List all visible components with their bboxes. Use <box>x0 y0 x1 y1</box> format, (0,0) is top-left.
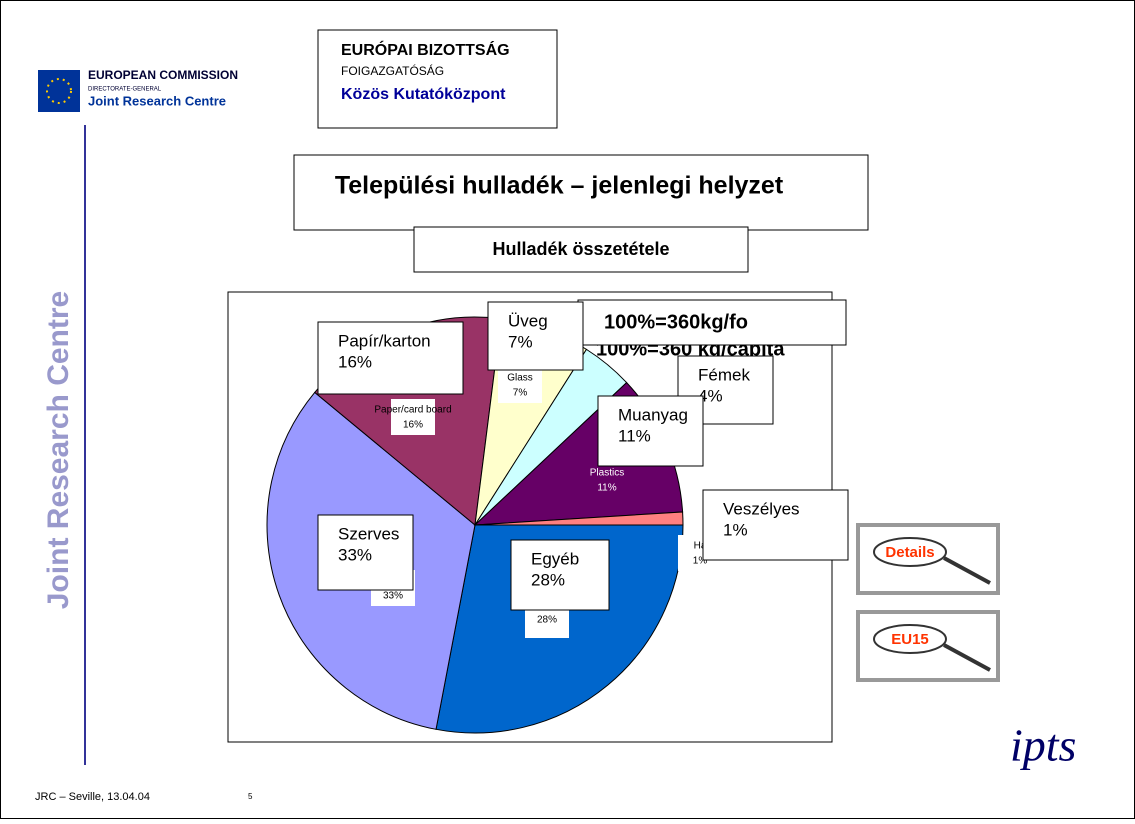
chart-title: Települési hulladék – jelenlegi helyzet <box>335 172 784 200</box>
category-value: 7% <box>508 332 533 351</box>
magnifier-lens[interactable] <box>873 537 947 567</box>
inner-label: Paper/card board 16% <box>374 399 452 435</box>
title-box <box>293 154 869 231</box>
category-name: Üveg <box>508 311 548 330</box>
total-label: 100%=360kg/fo <box>604 311 748 333</box>
ec-dg: DIRECTORATE-GENERAL <box>88 87 162 93</box>
category-name: Egyéb <box>531 549 579 568</box>
button-label[interactable]: Details <box>885 544 934 561</box>
category-box-bg <box>317 514 414 591</box>
eu-flag <box>38 70 80 112</box>
button[interactable]: Details <box>856 523 1000 595</box>
magnifier-handle[interactable] <box>943 556 991 585</box>
inner-label-name: Paper/card board <box>374 405 451 416</box>
category-name: Papír/karton <box>338 331 431 350</box>
inner-label-value: 11% <box>597 483 616 494</box>
inner-label-bg <box>498 367 542 403</box>
side-text: Joint Research Centre <box>42 291 75 609</box>
category-box: Veszélyes 1% <box>702 489 849 561</box>
hu-dg: FOIGAZGATÓSÁG <box>341 63 444 78</box>
ec-name: EUROPEAN COMMISSION <box>88 68 238 82</box>
category-value: 16% <box>338 352 372 371</box>
inner-label-value: 1% <box>693 556 708 567</box>
ec-jrc: Joint Research Centre <box>88 93 226 108</box>
button-frame[interactable] <box>856 610 1000 682</box>
category-box: Egyéb 28% <box>510 539 610 611</box>
inner-label-value: 7% <box>513 388 528 399</box>
category-value: 1% <box>723 520 748 539</box>
hu-name: EURÓPAI BIZOTTSÁG <box>341 40 510 59</box>
eu-stars <box>46 78 72 104</box>
ipts-logo: ipts <box>1010 720 1076 771</box>
button-label[interactable]: EU15 <box>891 631 929 648</box>
category-box-bg <box>317 321 464 395</box>
inner-label: Plastics 11% <box>590 468 624 494</box>
footer-place-date: JRC – Seville, 13.04.04 <box>35 791 150 803</box>
magnifier-handle[interactable] <box>943 643 991 672</box>
magnifier-lens[interactable] <box>873 624 947 654</box>
inner-label-value: 28% <box>537 615 557 626</box>
category-box-bg <box>597 395 704 467</box>
inner-label-value: 16% <box>403 420 423 431</box>
button-frame[interactable] <box>856 523 1000 595</box>
hu-jrc: Közös Kutatóközpont <box>341 86 506 103</box>
inner-label: Glass 7% <box>498 367 542 403</box>
inner-label-bg <box>391 399 435 435</box>
inner-label-name: Glass <box>507 373 533 384</box>
footer-page: 5 <box>248 792 253 801</box>
category-box-bg <box>510 539 610 611</box>
category-box: Papír/karton 16% <box>317 321 464 395</box>
inner-label-name: Plastics <box>590 468 624 479</box>
category-box-bg <box>487 301 584 371</box>
category-box-bg <box>702 489 849 561</box>
category-value: 4% <box>698 386 723 405</box>
total-label-box <box>577 299 847 346</box>
inner-label-name: Ha <box>694 541 707 552</box>
pie-slice <box>474 511 684 526</box>
button[interactable]: EU15 <box>856 610 1000 682</box>
category-value: 28% <box>531 570 565 589</box>
category-box: Muanyag 11% <box>597 395 704 467</box>
category-name: Muanyag <box>618 405 688 424</box>
pie-labels: 28%Organic33%Paper/card board16%Glass7%P… <box>317 299 849 638</box>
category-name: Fémek <box>698 365 750 384</box>
subtitle-box <box>413 226 749 273</box>
inner-label-value: 33% <box>383 591 403 602</box>
category-value: 11% <box>618 426 651 445</box>
category-value: 33% <box>338 545 372 564</box>
hu-box <box>317 29 558 129</box>
category-name: Szerves <box>338 524 399 543</box>
chart-subtitle: Hulladék összetétele <box>492 239 669 259</box>
category-name: Veszélyes <box>723 499 800 518</box>
category-box: Üveg 7% <box>487 301 584 371</box>
category-box: Szerves 33% <box>317 514 414 591</box>
